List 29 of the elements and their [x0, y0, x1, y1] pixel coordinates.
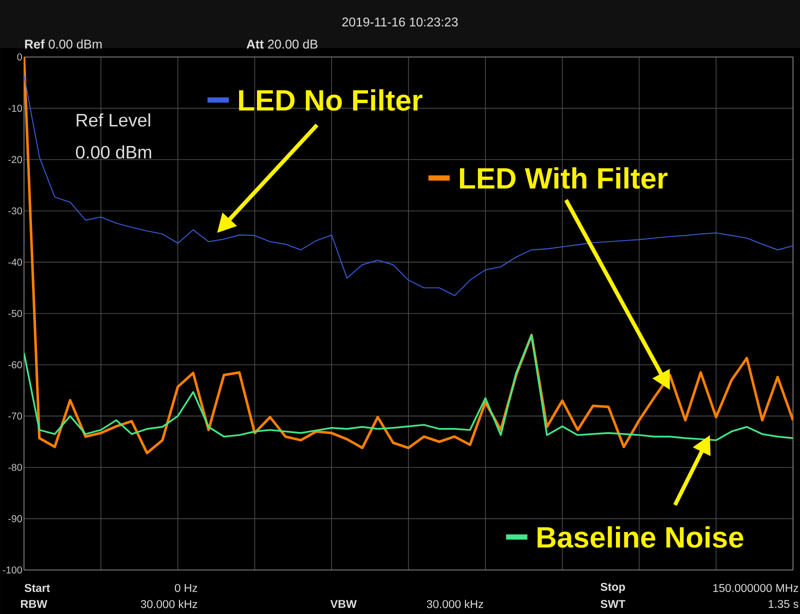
- annotation: 0.00 dBm: [76, 145, 152, 159]
- text: 2019-11-16 10:23:23: [342, 18, 458, 26]
- y-tick-label: 0: [17, 53, 22, 61]
- y-tick-label: -90: [8, 515, 22, 522]
- y-tick-label: -70: [8, 412, 22, 420]
- legend-label: LED No Filter: [239, 89, 422, 111]
- text: Ref 0.00 dBm: [25, 39, 102, 49]
- text: Stop: [600, 582, 625, 594]
- text: 30.000 kHz: [140, 600, 198, 608]
- text: VBW: [330, 600, 357, 608]
- text: 150.000000 MHz: [713, 584, 798, 592]
- y-tick-label: -20: [8, 156, 22, 164]
- y-tick-label: -30: [8, 207, 22, 214]
- annotation: Ref Level: [76, 113, 150, 127]
- legend-label: Baseline Noise: [538, 526, 744, 548]
- y-tick-label: -80: [8, 464, 22, 471]
- text: RBW: [21, 600, 48, 608]
- text: 30.000 kHz: [426, 600, 484, 608]
- y-tick-label: -50: [8, 310, 22, 318]
- y-tick-label: -60: [8, 361, 22, 368]
- text: 0 Hz: [174, 584, 198, 592]
- text: Att 20.00 dB: [246, 39, 318, 49]
- y-tick-label: -40: [8, 258, 22, 266]
- text: 1.35 s: [768, 600, 798, 608]
- y-tick-label: -100: [2, 566, 22, 574]
- legend-label: LED With Filter: [460, 167, 668, 189]
- y-tick-label: -10: [8, 104, 22, 112]
- text: Start: [24, 584, 50, 592]
- text: SWT: [600, 600, 626, 608]
